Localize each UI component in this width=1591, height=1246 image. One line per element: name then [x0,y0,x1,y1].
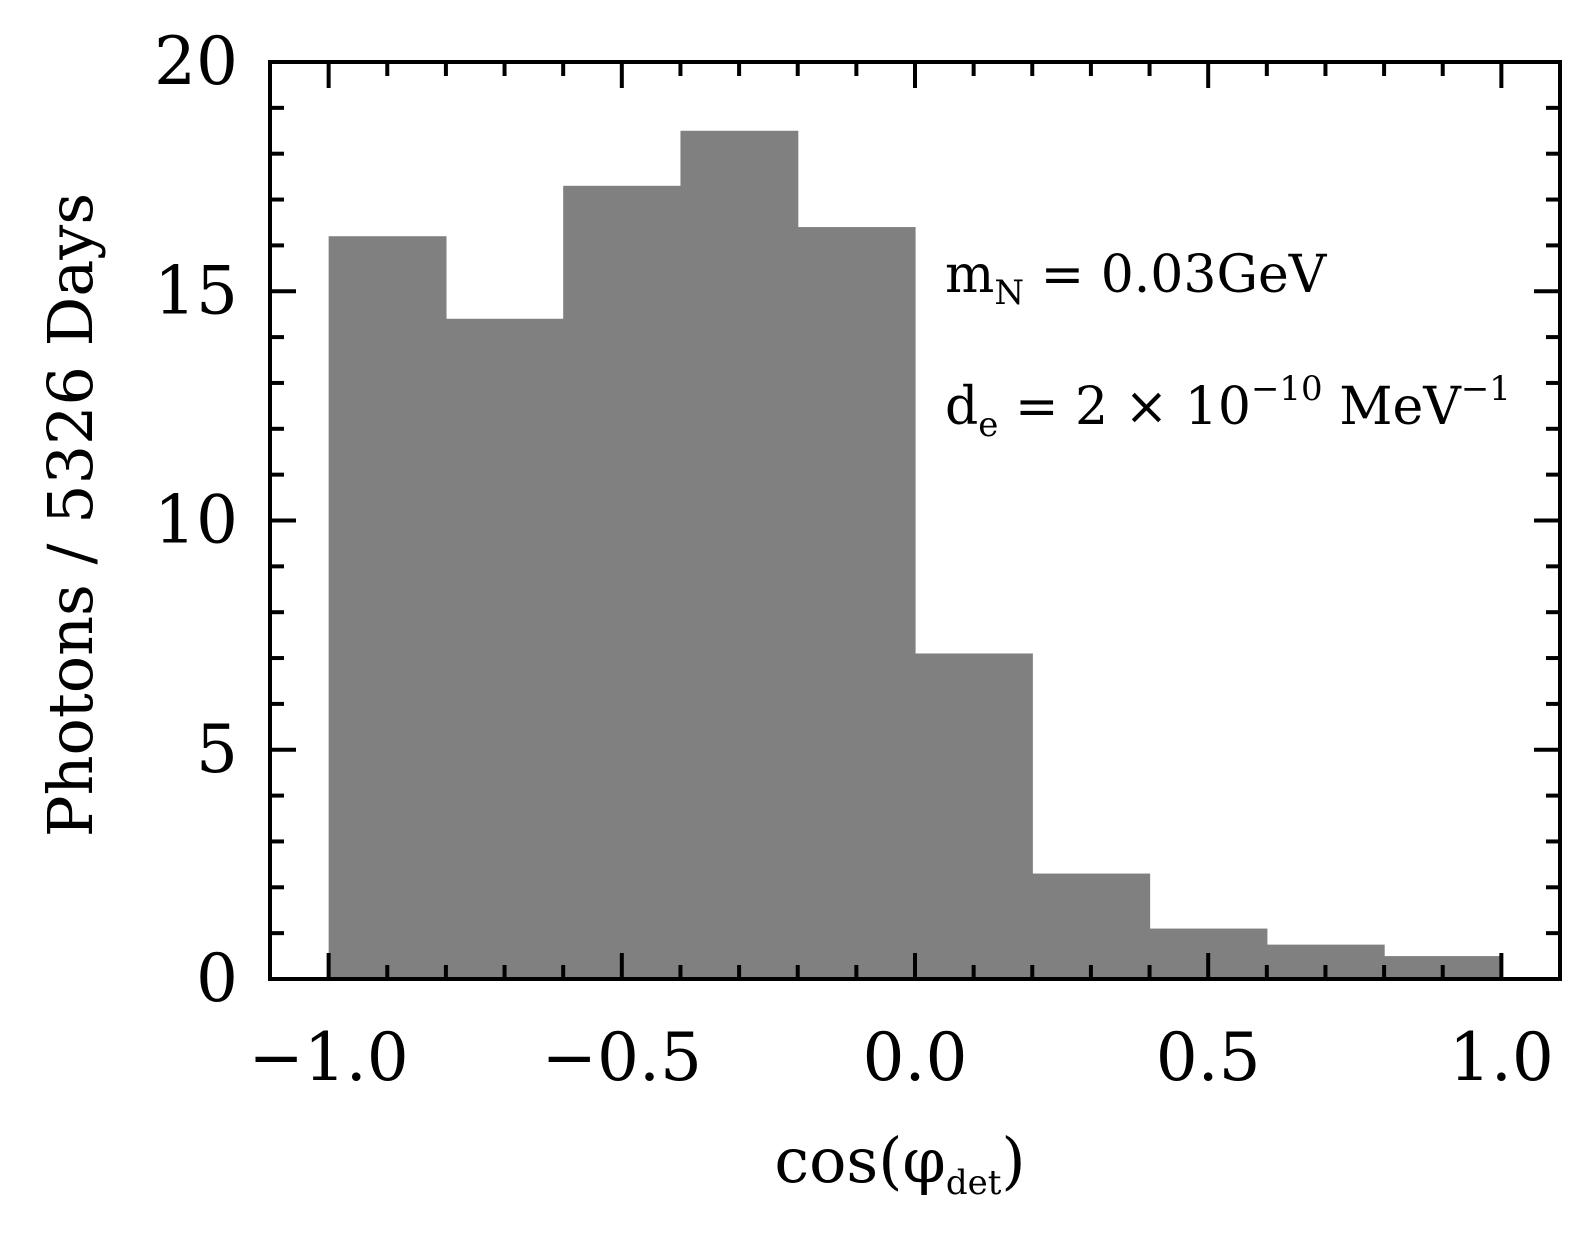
histogram-bar [915,653,1033,979]
mass-subscript: N [994,273,1024,313]
x-tick-label: 1.0 [1449,1019,1554,1096]
tick-labels-group: −1.0 −0.5 0.0 0.5 1.0 0 5 10 15 20 [154,23,1554,1096]
coupling-exponent: −10 [1251,369,1323,409]
histogram-bar [680,130,799,979]
coupling-subscript: e [978,405,998,445]
histogram-bar [797,227,916,979]
mass-annotation: mN = 0.03GeV [945,245,1328,313]
y-tick-label: 10 [154,482,238,559]
x-tick-label: −0.5 [542,1019,702,1096]
coupling-annotation: de = 2 × 10−10 MeV−1 [945,369,1511,445]
x-axis-label-main: cos(φ [774,1124,945,1197]
x-axis-label-close: ) [1001,1124,1025,1197]
mass-value: = 0.03GeV [1024,245,1328,305]
coupling-symbol: d [945,377,978,437]
histogram-bar [563,185,682,980]
y-tick-label: 5 [196,711,238,788]
ticks-group [270,60,1560,981]
mass-symbol: m [945,245,994,305]
histogram-bar [328,236,447,980]
histogram-bar [1032,873,1151,979]
x-tick-label: −1.0 [249,1019,409,1096]
x-axis-label: cos(φdet) [774,1124,1025,1203]
y-tick-label: 15 [154,252,238,329]
coupling-unit-exponent: −1 [1461,369,1511,409]
coupling-value: = 2 × 10 [998,377,1251,437]
coupling-unit: MeV [1323,377,1463,437]
x-tick-label: 0.5 [1156,1019,1261,1096]
y-tick-label: 20 [154,23,238,100]
histogram-bar [445,318,564,979]
y-tick-label: 0 [196,940,238,1017]
x-axis-label-subscript: det [946,1163,1002,1203]
y-axis-label: Photons / 5326 Days [34,193,107,837]
x-tick-label: 0.0 [863,1019,968,1096]
plot-frame [268,60,1562,981]
